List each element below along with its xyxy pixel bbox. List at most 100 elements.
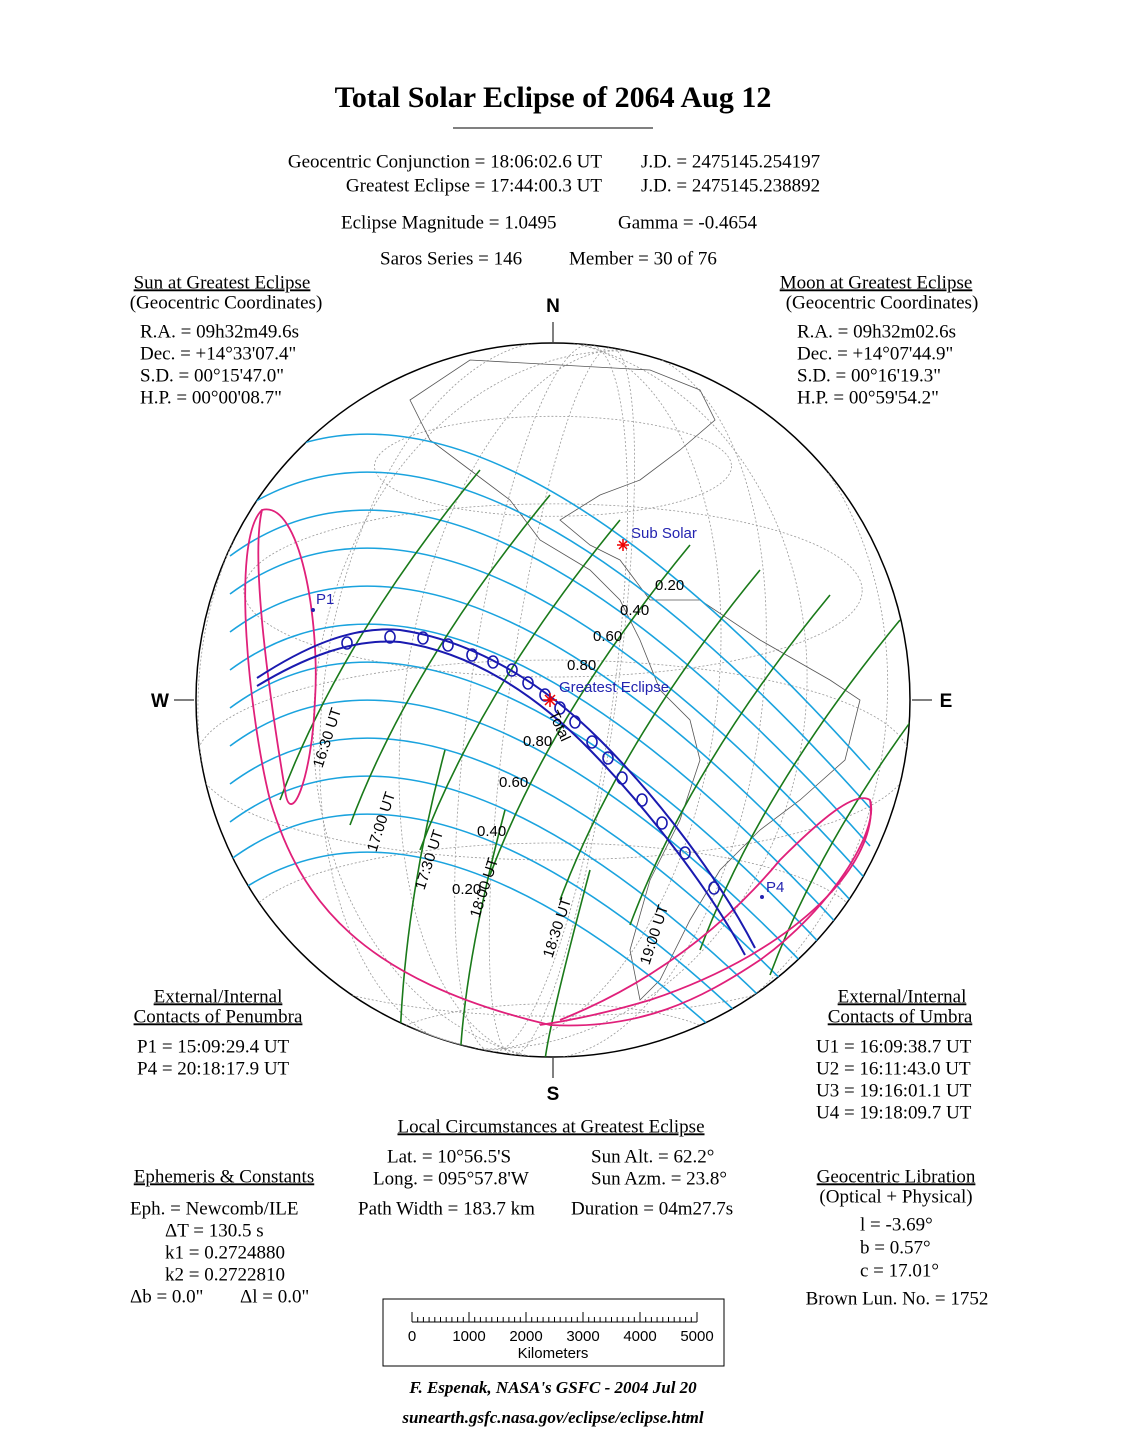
sub-solar-star [617, 539, 629, 551]
time-curves [279, 469, 910, 1057]
section-heading: Contacts of Penumbra [134, 1006, 303, 1027]
umbra-oval [384, 630, 396, 644]
magnitude-label: 0.20 [655, 577, 684, 594]
magnitude-curve [229, 623, 871, 961]
moon-line: Dec. = +14°07'44.9" [797, 343, 953, 364]
magnitude-curve [229, 699, 871, 1037]
magnitude-label: 0.60 [593, 628, 622, 645]
time-curve [559, 569, 761, 901]
parallel [374, 415, 732, 517]
penumbra-limit [244, 509, 873, 1027]
umbra-oval [522, 676, 534, 690]
footer-url: sunearth.gsfc.nasa.gov/eclipse/eclipse.h… [401, 1408, 704, 1427]
contact-line: U2 = 16:11:43.0 UT [816, 1058, 971, 1079]
ephemeris-line: k1 = 0.2724880 [165, 1242, 285, 1263]
scale-label: 5000 [680, 1328, 713, 1345]
ephemeris-line: Eph. = Newcomb/ILE [130, 1198, 298, 1219]
sun-line: H.P. = 00°00'08.7" [140, 387, 282, 408]
libration-line: l = -3.69° [860, 1214, 933, 1235]
header-line: J.D. = 2475145.238892 [641, 175, 820, 196]
magnitude-label: 0.20 [452, 881, 481, 898]
map-label: Sub Solar [631, 525, 697, 542]
umbra-north-limit [256, 628, 756, 949]
section-heading: External/Internal [838, 986, 967, 1007]
local-line: Path Width = 183.7 km [358, 1198, 535, 1219]
section-heading: Moon at Greatest Eclipse [780, 272, 973, 293]
sun-line: S.D. = 00°15'47.0" [140, 365, 284, 386]
magnitude-curve [229, 471, 871, 809]
contact-line: U3 = 19:16:01.1 UT [816, 1080, 972, 1101]
umbra-oval [442, 638, 454, 652]
section-subheading: (Geocentric Coordinates) [786, 292, 979, 313]
local-line: Duration = 04m27.7s [571, 1198, 733, 1219]
magnitude-label: 0.40 [477, 823, 506, 840]
magnitude-label: 0.80 [523, 733, 552, 750]
map-label: P1 [316, 591, 334, 608]
umbra-oval [569, 715, 581, 729]
scale-label: 2000 [509, 1328, 542, 1345]
contact-line: P1 = 15:09:29.4 UT [137, 1036, 290, 1057]
umbra-oval [602, 751, 614, 765]
umbra-oval [708, 881, 720, 895]
scale-unit: Kilometers [518, 1345, 589, 1362]
section-subheading: (Geocentric Coordinates) [130, 292, 323, 313]
header-line: Greatest Eclipse = 17:44:00.3 UT [346, 175, 602, 196]
umbra-oval [341, 636, 353, 650]
contact-line: U1 = 16:09:38.7 UT [816, 1036, 972, 1057]
libration-line: b = 0.57° [860, 1237, 931, 1258]
scale-label: 3000 [566, 1328, 599, 1345]
scale-label: 4000 [623, 1328, 656, 1345]
sun-line: Dec. = +14°33'07.4" [140, 343, 296, 364]
contact-line: U4 = 19:18:09.7 UT [816, 1102, 972, 1123]
section-heading: Geocentric Libration [817, 1166, 976, 1187]
magnitude-label: 0.80 [567, 657, 596, 674]
umbra-oval [636, 793, 648, 807]
time-curve [544, 869, 591, 1057]
compass-label: N [546, 296, 560, 317]
scale-label: 0 [408, 1328, 416, 1345]
umbra-oval [656, 816, 668, 830]
compass-label: S [547, 1084, 560, 1105]
magnitude-curve [229, 737, 871, 1057]
time-curve [399, 749, 446, 1041]
magnitude-curve [229, 585, 871, 923]
moon-line: H.P. = 00°59'54.2" [797, 387, 939, 408]
header-line: Saros Series = 146 [380, 248, 522, 269]
scale-ticks [411, 1312, 698, 1322]
magnitude-curve [229, 851, 871, 1057]
section-heading: Sun at Greatest Eclipse [134, 272, 311, 293]
magnitude-curve [229, 509, 871, 847]
time-curve [349, 494, 551, 826]
parallel [243, 503, 863, 678]
scale-box [382, 1298, 725, 1367]
local-line: Lat. = 10°56.5'S [387, 1146, 511, 1167]
p4-point [760, 895, 764, 899]
ephemeris-line: k2 = 0.2722810 [165, 1264, 285, 1285]
header-line: J.D. = 2475145.254197 [641, 151, 820, 172]
section-heading: Contacts of Umbra [828, 1006, 973, 1027]
local-line: Long. = 095°57.8'W [373, 1168, 529, 1189]
local-line: Sun Azm. = 23.8° [591, 1168, 727, 1189]
time-curve [459, 809, 506, 1057]
footer-credit: F. Espenak, NASA's GSFC - 2004 Jul 20 [408, 1378, 697, 1397]
scale-label: 1000 [452, 1328, 485, 1345]
map-label: P4 [766, 879, 784, 896]
magnitude-curve [229, 547, 871, 885]
ephemeris-line: Δl = 0.0" [240, 1286, 309, 1307]
time-curve [629, 594, 831, 926]
compass-label: W [151, 691, 169, 712]
umbra-oval [487, 655, 499, 669]
section-subheading: (Optical + Physical) [819, 1186, 972, 1207]
contact-line: P4 = 20:18:17.9 UT [137, 1058, 290, 1079]
magnitude-label: 0.60 [499, 774, 528, 791]
rise-set-loop [539, 799, 872, 1026]
umbra-oval [616, 771, 628, 785]
magnitude-curve [229, 775, 871, 1057]
compass-ticks [174, 322, 932, 1078]
section-heading: Local Circumstances at Greatest Eclipse [397, 1116, 704, 1137]
local-line: Sun Alt. = 62.2° [591, 1146, 714, 1167]
umbra-oval [554, 701, 566, 715]
umbra-oval [586, 735, 598, 749]
magnitude-curve [229, 661, 871, 999]
